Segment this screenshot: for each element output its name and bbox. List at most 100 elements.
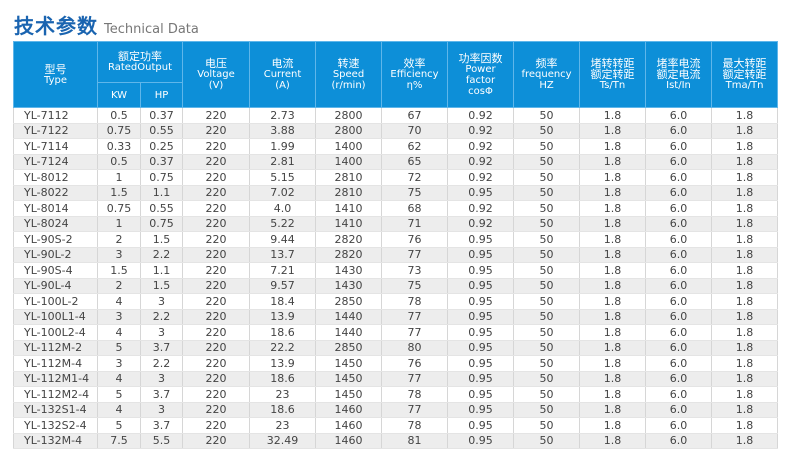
table-cell: 1.1 bbox=[139, 185, 184, 201]
header-kw: KW bbox=[97, 82, 141, 108]
table-row: YL-7112 0.5 0.37 220 2.73 2800 67 0.92 50 1.8 6.0 1… bbox=[13, 107, 779, 124]
cell-type: YL-112M2-4 bbox=[13, 386, 98, 403]
table-cell: 1400 bbox=[315, 138, 383, 155]
table-cell: 1.5 bbox=[139, 278, 184, 294]
table-cell: 1.8 bbox=[711, 417, 779, 434]
table-row: YL-132S2-4 5 3.7 220 23 1460 78 0.95 50 1.8 6.0 1.8 bbox=[13, 417, 779, 434]
table-cell: 50 bbox=[513, 340, 581, 356]
table-cell: 6.0 bbox=[645, 138, 713, 155]
table-cell: 1.8 bbox=[579, 200, 647, 217]
cell-type: YL-7124 bbox=[13, 154, 98, 170]
table-cell: 220 bbox=[182, 231, 251, 248]
table-cell: 4 bbox=[97, 324, 141, 341]
table-cell: 1.8 bbox=[711, 231, 779, 248]
table-cell: 1.8 bbox=[579, 154, 647, 170]
table-cell: 18.4 bbox=[249, 293, 317, 310]
table-cell: 4 bbox=[97, 402, 141, 418]
header-frequency: 频率 frequency HZ bbox=[513, 41, 581, 108]
table-cell: 67 bbox=[381, 107, 449, 124]
table-cell: 1.8 bbox=[711, 402, 779, 418]
table-cell: 50 bbox=[513, 231, 581, 248]
table-cell: 1.8 bbox=[579, 309, 647, 325]
table-cell: 1.8 bbox=[579, 107, 647, 124]
table-cell: 0.92 bbox=[447, 169, 515, 186]
table-cell: 0.5 bbox=[97, 154, 141, 170]
table-cell: 1.8 bbox=[579, 185, 647, 201]
cell-type: YL-7112 bbox=[13, 107, 98, 124]
cell-type: YL-8022 bbox=[13, 185, 98, 201]
table-row: YL-7124 0.5 0.37 220 2.81 1400 65 0.92 50 1.8 6.0 1… bbox=[13, 154, 779, 170]
table-cell: 1.8 bbox=[579, 278, 647, 294]
table-cell: 0.92 bbox=[447, 123, 515, 139]
table-cell: 1.8 bbox=[711, 309, 779, 325]
table-cell: 2 bbox=[97, 278, 141, 294]
table-cell: 1.8 bbox=[579, 123, 647, 139]
table-cell: 0.95 bbox=[447, 185, 515, 201]
table-cell: 220 bbox=[182, 216, 251, 232]
table-cell: 0.95 bbox=[447, 247, 515, 263]
table-cell: 6.0 bbox=[645, 355, 713, 372]
cell-type: YL-90L-2 bbox=[13, 247, 98, 263]
table-cell: 1.8 bbox=[579, 216, 647, 232]
table-cell: 77 bbox=[381, 402, 449, 418]
table-cell: 0.95 bbox=[447, 402, 515, 418]
table-cell: 77 bbox=[381, 324, 449, 341]
table-cell: 220 bbox=[182, 417, 251, 434]
table-cell: 0.75 bbox=[97, 123, 141, 139]
table-cell: 62 bbox=[381, 138, 449, 155]
cell-type: YL-112M-4 bbox=[13, 355, 98, 372]
table-cell: 70 bbox=[381, 123, 449, 139]
table-cell: 2850 bbox=[315, 340, 383, 356]
table-cell: 1.8 bbox=[711, 247, 779, 263]
table-cell: 220 bbox=[182, 200, 251, 217]
table-cell: 1.8 bbox=[711, 216, 779, 232]
table-cell: 1460 bbox=[315, 402, 383, 418]
table-cell: 2.2 bbox=[139, 247, 184, 263]
table-cell: 0.55 bbox=[139, 200, 184, 217]
cell-type: YL-8014 bbox=[13, 200, 98, 217]
header-current: 电流 Current (A) bbox=[249, 41, 317, 108]
table-cell: 2820 bbox=[315, 247, 383, 263]
table-cell: 220 bbox=[182, 107, 251, 124]
table-row: YL-112M-2 5 3.7 220 22.2 2850 80 0.95 50 1.8 6.0 1.… bbox=[13, 340, 779, 356]
table-cell: 3 bbox=[97, 355, 141, 372]
table-cell: 1410 bbox=[315, 200, 383, 217]
table-cell: 1.8 bbox=[579, 371, 647, 387]
table-cell: 1.8 bbox=[579, 231, 647, 248]
table-cell: 0.37 bbox=[139, 107, 184, 124]
table-cell: 50 bbox=[513, 293, 581, 310]
table-cell: 1.8 bbox=[711, 169, 779, 186]
table-row: YL-90S-2 2 1.5 220 9.44 2820 76 0.95 50 1.8 6.0 1.8 bbox=[13, 231, 779, 248]
table-cell: 50 bbox=[513, 185, 581, 201]
table-cell: 75 bbox=[381, 185, 449, 201]
table-cell: 2.2 bbox=[139, 309, 184, 325]
table-row: YL-100L-2 4 3 220 18.4 2850 78 0.95 50 1.8 6.0 1.8 bbox=[13, 293, 779, 310]
header-hp: HP bbox=[139, 82, 184, 108]
table-cell: 18.6 bbox=[249, 402, 317, 418]
table-cell: 76 bbox=[381, 231, 449, 248]
header-speed: 转速 Speed (r/min) bbox=[315, 41, 383, 108]
cell-type: YL-132S1-4 bbox=[13, 402, 98, 418]
table-cell: 2850 bbox=[315, 293, 383, 310]
table-cell: 1.8 bbox=[579, 355, 647, 372]
table-cell: 78 bbox=[381, 417, 449, 434]
table-cell: 6.0 bbox=[645, 185, 713, 201]
table-cell: 3 bbox=[97, 309, 141, 325]
table-cell: 0.95 bbox=[447, 386, 515, 403]
table-cell: 50 bbox=[513, 247, 581, 263]
table-cell: 6.0 bbox=[645, 154, 713, 170]
table-cell: 6.0 bbox=[645, 123, 713, 139]
table-cell: 220 bbox=[182, 169, 251, 186]
cell-type: YL-132S2-4 bbox=[13, 417, 98, 434]
cell-type: YL-100L2-4 bbox=[13, 324, 98, 341]
table-cell: 220 bbox=[182, 293, 251, 310]
table-cell: 1.5 bbox=[139, 231, 184, 248]
table-cell: 1.8 bbox=[579, 386, 647, 403]
cell-type: YL-90S-4 bbox=[13, 262, 98, 279]
table-row: YL-7122 0.75 0.55 220 3.88 2800 70 0.92 50 1.8 6.0… bbox=[13, 123, 779, 139]
table-cell: 32.49 bbox=[249, 433, 317, 449]
table-cell: 50 bbox=[513, 216, 581, 232]
table-cell: 78 bbox=[381, 386, 449, 403]
table-cell: 0.92 bbox=[447, 216, 515, 232]
table-cell: 77 bbox=[381, 371, 449, 387]
